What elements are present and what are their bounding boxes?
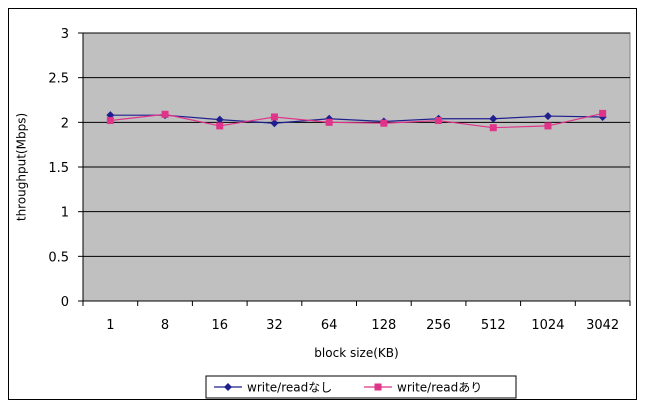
y-tick-label-2: 2 — [61, 116, 69, 131]
data-point-s2-16 — [216, 122, 224, 130]
legend-label-1: write/readなし — [247, 381, 332, 395]
y-tick-labels: 0 0.5 1 1.5 2 2.5 3 — [48, 27, 69, 310]
data-point-s2-256 — [435, 117, 443, 125]
legend-box — [205, 375, 517, 399]
x-tick-label-512: 512 — [481, 318, 506, 333]
y-tick-label-0: 0 — [61, 295, 69, 310]
legend-marker-1 — [224, 383, 232, 391]
y-tick-label-1.5: 1.5 — [48, 161, 69, 176]
x-tick-label-1: 1 — [106, 318, 114, 333]
x-tick-label-1024: 1024 — [531, 318, 564, 333]
x-axis-title: block size(KB) — [314, 346, 398, 360]
legend: write/readなし write/readあり — [205, 375, 517, 399]
series-line-2 — [110, 112, 603, 129]
data-point-s2-1 — [106, 117, 114, 125]
data-point-s2-1024 — [544, 122, 552, 130]
data-point-s1-16 — [215, 115, 224, 124]
y-tick-label-1: 1 — [61, 206, 69, 221]
x-tick-label-3042: 3042 — [586, 318, 619, 333]
x-tick-label-64: 64 — [321, 318, 338, 333]
data-point-s1-512 — [489, 114, 498, 123]
x-tick-label-32: 32 — [266, 318, 283, 333]
series-line-1 — [110, 114, 603, 124]
legend-marker-2 — [374, 383, 382, 391]
x-tick-label-16: 16 — [211, 318, 228, 333]
axes — [82, 33, 631, 306]
data-point-s1-1024 — [543, 112, 552, 121]
data-point-s1-32 — [270, 119, 279, 128]
data-point-s2-8 — [161, 110, 169, 118]
data-point-s2-64 — [325, 118, 333, 126]
data-point-s2-3042 — [599, 109, 607, 117]
legend-label-2: write/readあり — [397, 381, 482, 395]
x-tick-label-8: 8 — [161, 318, 169, 333]
y-axis-title: throughput(Mbps) — [15, 113, 29, 221]
series-group — [106, 109, 607, 132]
data-point-s2-32 — [270, 113, 278, 121]
series-2 — [106, 109, 607, 132]
y-tick-label-2.5: 2.5 — [48, 72, 69, 87]
x-tick-labels: 1 8 16 32 64 128 256 512 1024 3042 — [106, 318, 619, 333]
x-tick-label-256: 256 — [426, 318, 451, 333]
x-tick-label-128: 128 — [371, 318, 396, 333]
y-tick-label-3: 3 — [61, 27, 69, 42]
data-point-s2-128 — [380, 119, 388, 127]
data-point-s2-512 — [489, 124, 497, 132]
y-tick-label-0.5: 0.5 — [48, 250, 69, 265]
